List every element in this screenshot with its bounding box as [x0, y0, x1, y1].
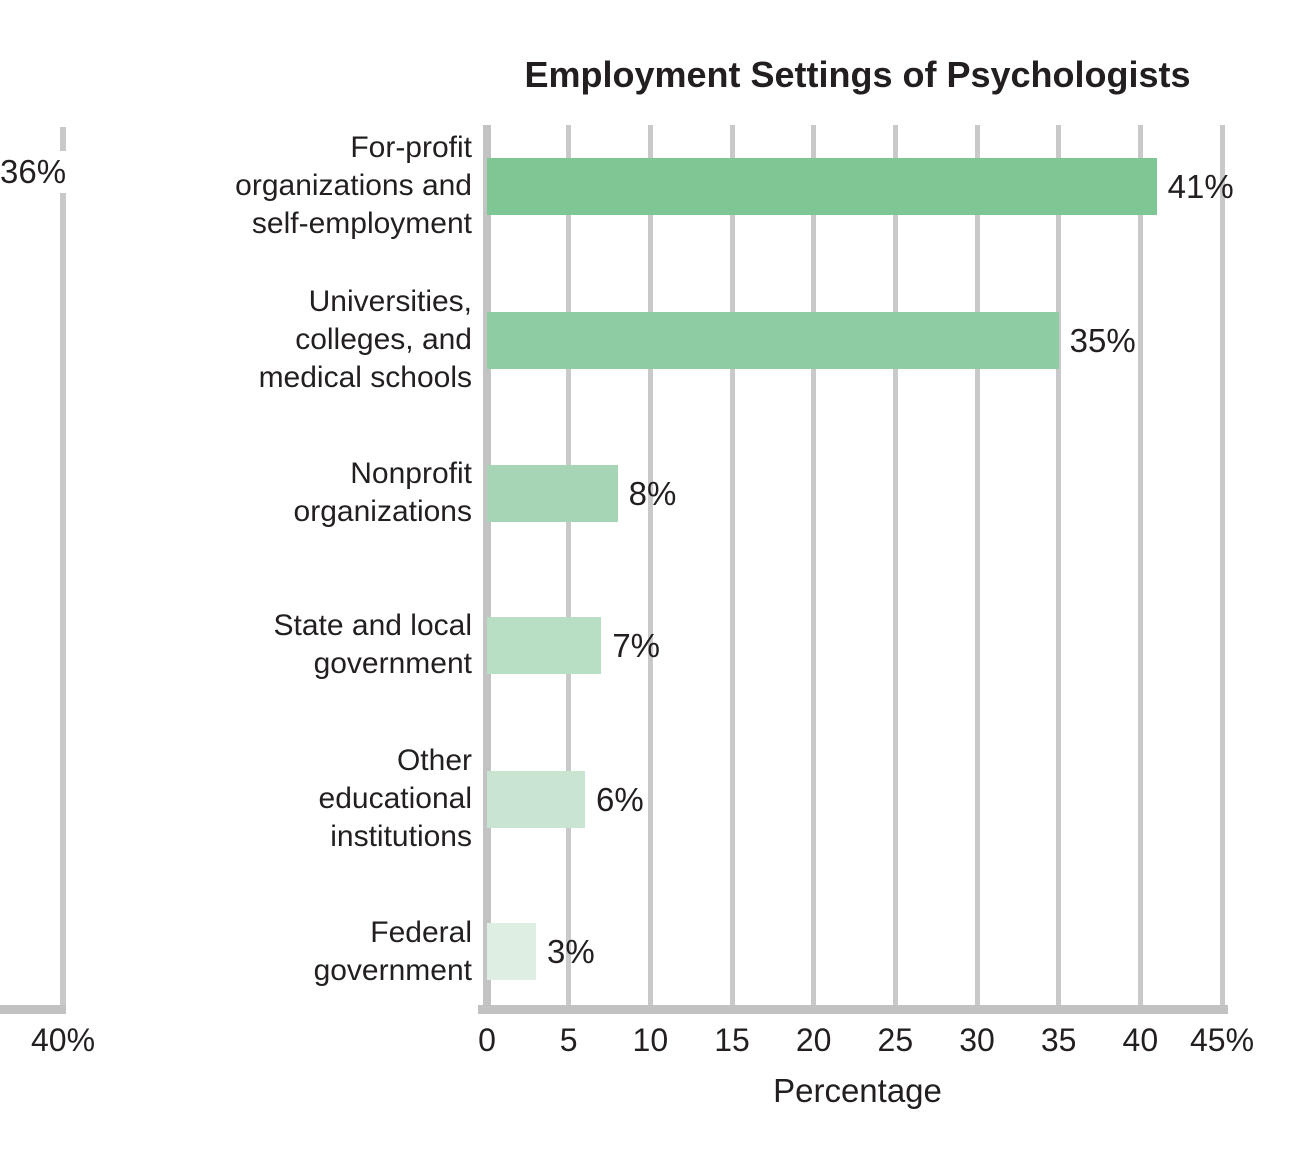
bar-value-label: 41%: [1167, 167, 1234, 205]
left-partial-gridline: [60, 127, 66, 1005]
gridline: [1137, 125, 1143, 1005]
x-tick-label: 15: [714, 1022, 750, 1058]
x-tick-label: 25: [877, 1022, 914, 1058]
x-tick-label: 5: [559, 1022, 578, 1058]
bar: [487, 312, 1059, 369]
gridline: [1056, 125, 1062, 1005]
left-partial-axis-line: [0, 1005, 66, 1014]
gridline: [1219, 125, 1225, 1005]
gridline: [892, 125, 898, 1005]
left-partial-x-tick-label: 40%: [30, 1022, 96, 1058]
bar: [487, 158, 1157, 215]
bar-value-label: 35%: [1069, 321, 1136, 359]
category-label: Federal government: [313, 916, 472, 987]
category-label: State and local government: [273, 609, 472, 680]
x-axis-title: Percentage: [773, 1072, 942, 1109]
bar-value-label: 8%: [628, 474, 677, 512]
plot-area: 41% 35% 8% 7% 6% 3%: [483, 125, 1234, 1005]
x-tick-label: 30: [959, 1022, 995, 1058]
x-tick-label: 10: [632, 1022, 669, 1058]
bar: [487, 617, 602, 674]
x-tick-label: 45%: [1189, 1022, 1255, 1058]
gridline: [566, 125, 572, 1005]
category-label: Universities, colleges, and medical scho…: [258, 285, 472, 394]
chart-title: Employment Settings of Psychologists: [524, 54, 1191, 95]
x-axis-line: [478, 1005, 1228, 1014]
bar: [487, 923, 536, 980]
category-label: Other educational institutions: [318, 744, 472, 853]
x-tick-label: 35: [1040, 1022, 1077, 1058]
category-label: Nonprofit organizations: [293, 457, 472, 528]
bar: [487, 771, 585, 828]
bar-value-label: 7%: [612, 626, 661, 664]
gridline: [647, 125, 653, 1005]
left-partial-bar-value-label: 36%: [0, 151, 71, 193]
y-axis-line: [483, 125, 491, 1005]
category-label: For-profit organizations and self-employ…: [235, 131, 472, 240]
bar: [487, 465, 618, 522]
x-tick-label: 20: [795, 1022, 832, 1058]
gridline: [729, 125, 735, 1005]
gridline: [974, 125, 980, 1005]
x-tick-label: 0: [478, 1022, 496, 1058]
gridline: [811, 125, 817, 1005]
bar-value-label: 6%: [596, 780, 644, 818]
x-tick-label: 40: [1122, 1022, 1159, 1058]
bar-value-label: 3%: [547, 932, 595, 970]
